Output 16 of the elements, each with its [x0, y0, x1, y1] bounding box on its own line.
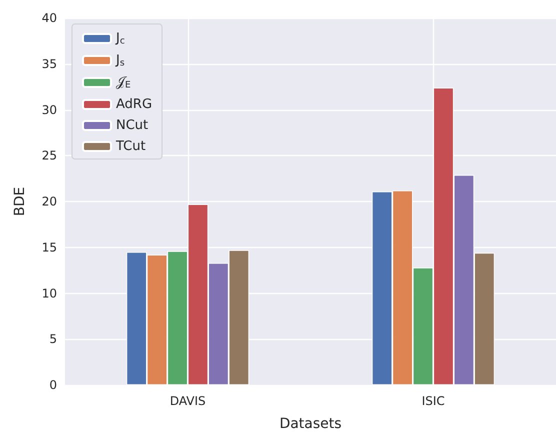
y-tick-label: 30: [42, 102, 57, 117]
y-tick-label: 40: [42, 11, 57, 25]
y-tick-label: 20: [42, 194, 57, 208]
y-tick-label: 25: [42, 148, 57, 163]
y-tick-label: 0: [49, 378, 57, 392]
x-tick-label: DAVIS: [170, 394, 206, 408]
y-tick-label: 15: [42, 240, 57, 254]
y-tick-label: 10: [42, 286, 57, 300]
x-axis-title: Datasets: [279, 416, 342, 432]
legend-label: NCut: [116, 118, 148, 133]
y-axis-title: BDE: [12, 186, 28, 216]
x-tick-label: ISIC: [422, 394, 445, 408]
legend-label: TCut: [115, 139, 146, 154]
y-tick-label: 5: [49, 332, 57, 346]
y-tick-label: 35: [42, 56, 57, 71]
legend-label: AdRG: [116, 97, 152, 112]
